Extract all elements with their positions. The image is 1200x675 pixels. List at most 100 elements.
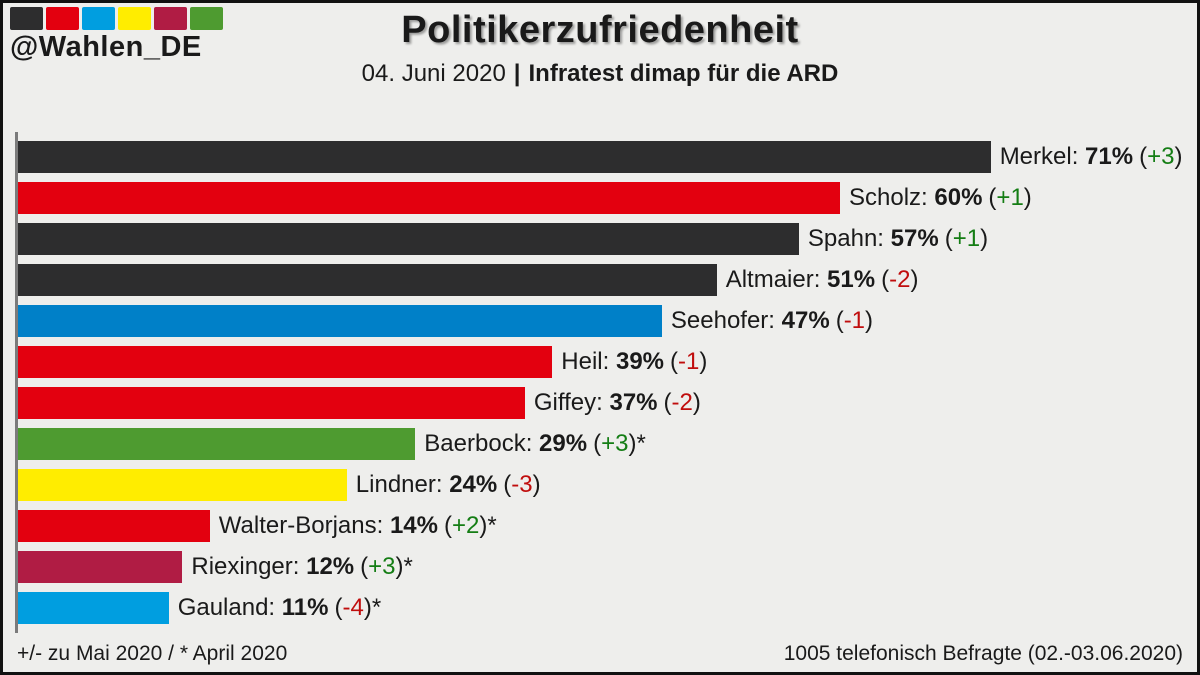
bar-row: Altmaier: 51% (-2) <box>18 264 1182 296</box>
bar-label-change: +3 <box>601 430 629 457</box>
bar-label-asterisk: * <box>371 594 382 621</box>
paren-open: ( <box>663 389 672 416</box>
bar-label-name: Riexinger: <box>191 553 300 580</box>
paren-close: ) <box>532 471 541 498</box>
bar-label-name: Altmaier: <box>725 266 821 293</box>
paren-close: ) <box>865 307 874 334</box>
paren-open: ( <box>670 348 679 375</box>
bar-label-value: 24% <box>449 471 498 498</box>
bar <box>18 264 717 296</box>
paren-close: ) <box>363 594 372 621</box>
bar <box>18 141 991 173</box>
subtitle-separator: | <box>513 60 521 87</box>
footer-note-right: 1005 telefonisch Befragte (02.-03.06.202… <box>783 642 1183 665</box>
bar-row: Lindner: 24% (-3) <box>18 469 1182 501</box>
bar <box>18 223 799 255</box>
paren-open: ( <box>988 184 997 211</box>
bar-label: Altmaier: 51% (-2) <box>726 266 919 294</box>
paren-close: ) <box>1174 143 1183 170</box>
bar <box>18 510 210 542</box>
bar <box>18 428 416 460</box>
bar-row: Giffey: 37% (-2) <box>18 387 1182 419</box>
bar-row: Riexinger: 12% (+3)* <box>18 551 1182 583</box>
paren-open: ( <box>503 471 512 498</box>
paren-open: ( <box>1139 143 1148 170</box>
bar-label: Spahn: 57% (+1) <box>808 225 988 253</box>
bar-label: Scholz: 60% (+1) <box>849 184 1032 212</box>
bar-label-change: -2 <box>671 389 693 416</box>
bar-label-name: Gauland: <box>177 594 276 621</box>
bar-label-asterisk: * <box>636 430 646 457</box>
bar <box>18 551 183 583</box>
bar-row: Scholz: 60% (+1) <box>18 182 1182 214</box>
bar-label-name: Seehofer: <box>670 307 775 334</box>
bar <box>18 346 553 378</box>
bar-row: Baerbock: 29% (+3)* <box>18 428 1182 460</box>
bar-label-change: -2 <box>889 266 911 293</box>
bar-label-change: -4 <box>342 594 364 621</box>
twitter-handle: @Wahlen_DE <box>10 31 202 63</box>
paren-open: ( <box>360 553 369 580</box>
bar-label: Seehofer: 47% (-1) <box>671 307 873 335</box>
footer-note-left: +/- zu Mai 2020 / * April 2020 <box>17 642 288 665</box>
bar-label-change: +3 <box>368 553 396 580</box>
paren-open: ( <box>444 512 452 539</box>
bar-label-change: -1 <box>678 348 700 375</box>
bar <box>18 469 347 501</box>
bar-label-asterisk: * <box>403 553 413 580</box>
bar-label-value: 51% <box>827 266 876 293</box>
bar-label-value: 71% <box>1085 143 1134 170</box>
page-title: Politikerzufriedenheit <box>401 9 799 51</box>
paren-open: ( <box>835 307 844 334</box>
bar-label-change: +3 <box>1147 143 1175 170</box>
paren-close: ) <box>395 553 404 580</box>
bar-label-change: +1 <box>952 225 981 252</box>
bar-label-name: Merkel: <box>999 143 1079 170</box>
bar-label-change: +2 <box>452 512 480 539</box>
bar-label-value: 14% <box>389 512 438 539</box>
logo-color-square <box>190 7 223 30</box>
survey-date: 04. Juni 2020 <box>361 60 506 87</box>
bar-label: Riexinger: 12% (+3)* <box>191 553 412 581</box>
paren-open: ( <box>881 266 890 293</box>
bar-label-value: 37% <box>609 389 658 416</box>
subtitle: 04. Juni 2020 | Infratest dimap für die AR… <box>3 60 1197 88</box>
bar-label-asterisk: * <box>487 512 497 539</box>
bar-row: Merkel: 71% (+3) <box>18 141 1182 173</box>
bar-label-name: Heil: <box>561 348 610 375</box>
footer: +/- zu Mai 2020 / * April 2020 1005 tele… <box>3 642 1197 666</box>
bar-label-value: 47% <box>781 307 830 334</box>
bar-label: Heil: 39% (-1) <box>561 348 707 376</box>
paren-close: ) <box>628 430 637 457</box>
bar-label: Lindner: 24% (-3) <box>356 471 541 499</box>
bar-label-name: Walter-Borjans: <box>218 512 384 539</box>
bar-label-name: Giffey: <box>533 389 603 416</box>
bar-label-value: 11% <box>281 594 329 621</box>
bar-row: Spahn: 57% (+1) <box>18 223 1182 255</box>
party-color-squares <box>10 7 223 30</box>
bar <box>18 387 525 419</box>
bar-rows: Merkel: 71% (+3) Scholz: 60% (+1) Spahn: 5… <box>18 141 1182 624</box>
bar-label: Baerbock: 29% (+3)* <box>424 430 646 458</box>
bar-row: Walter-Borjans: 14% (+2)* <box>18 510 1182 542</box>
logo-color-square <box>46 7 79 30</box>
bar-chart: Merkel: 71% (+3) Scholz: 60% (+1) Spahn: 5… <box>15 132 1182 633</box>
bar-row: Heil: 39% (-1) <box>18 346 1182 378</box>
paren-open: ( <box>334 594 343 621</box>
paren-close: ) <box>479 512 488 539</box>
paren-open: ( <box>593 430 602 457</box>
logo-color-square <box>118 7 151 30</box>
bar-label-name: Scholz: <box>849 184 928 211</box>
bar <box>18 305 662 337</box>
bar <box>18 592 169 624</box>
bar-label-change: -1 <box>843 307 866 334</box>
account-logo: @Wahlen_DE <box>10 7 223 64</box>
paren-close: ) <box>699 348 708 375</box>
paren-close: ) <box>980 225 989 252</box>
bar <box>18 182 840 214</box>
bar-label-name: Lindner: <box>355 471 443 498</box>
bar-label: Walter-Borjans: 14% (+2)* <box>219 512 497 540</box>
bar-label-value: 12% <box>306 553 355 580</box>
bar-label: Merkel: 71% (+3) <box>1000 143 1183 171</box>
paren-close: ) <box>910 266 919 293</box>
